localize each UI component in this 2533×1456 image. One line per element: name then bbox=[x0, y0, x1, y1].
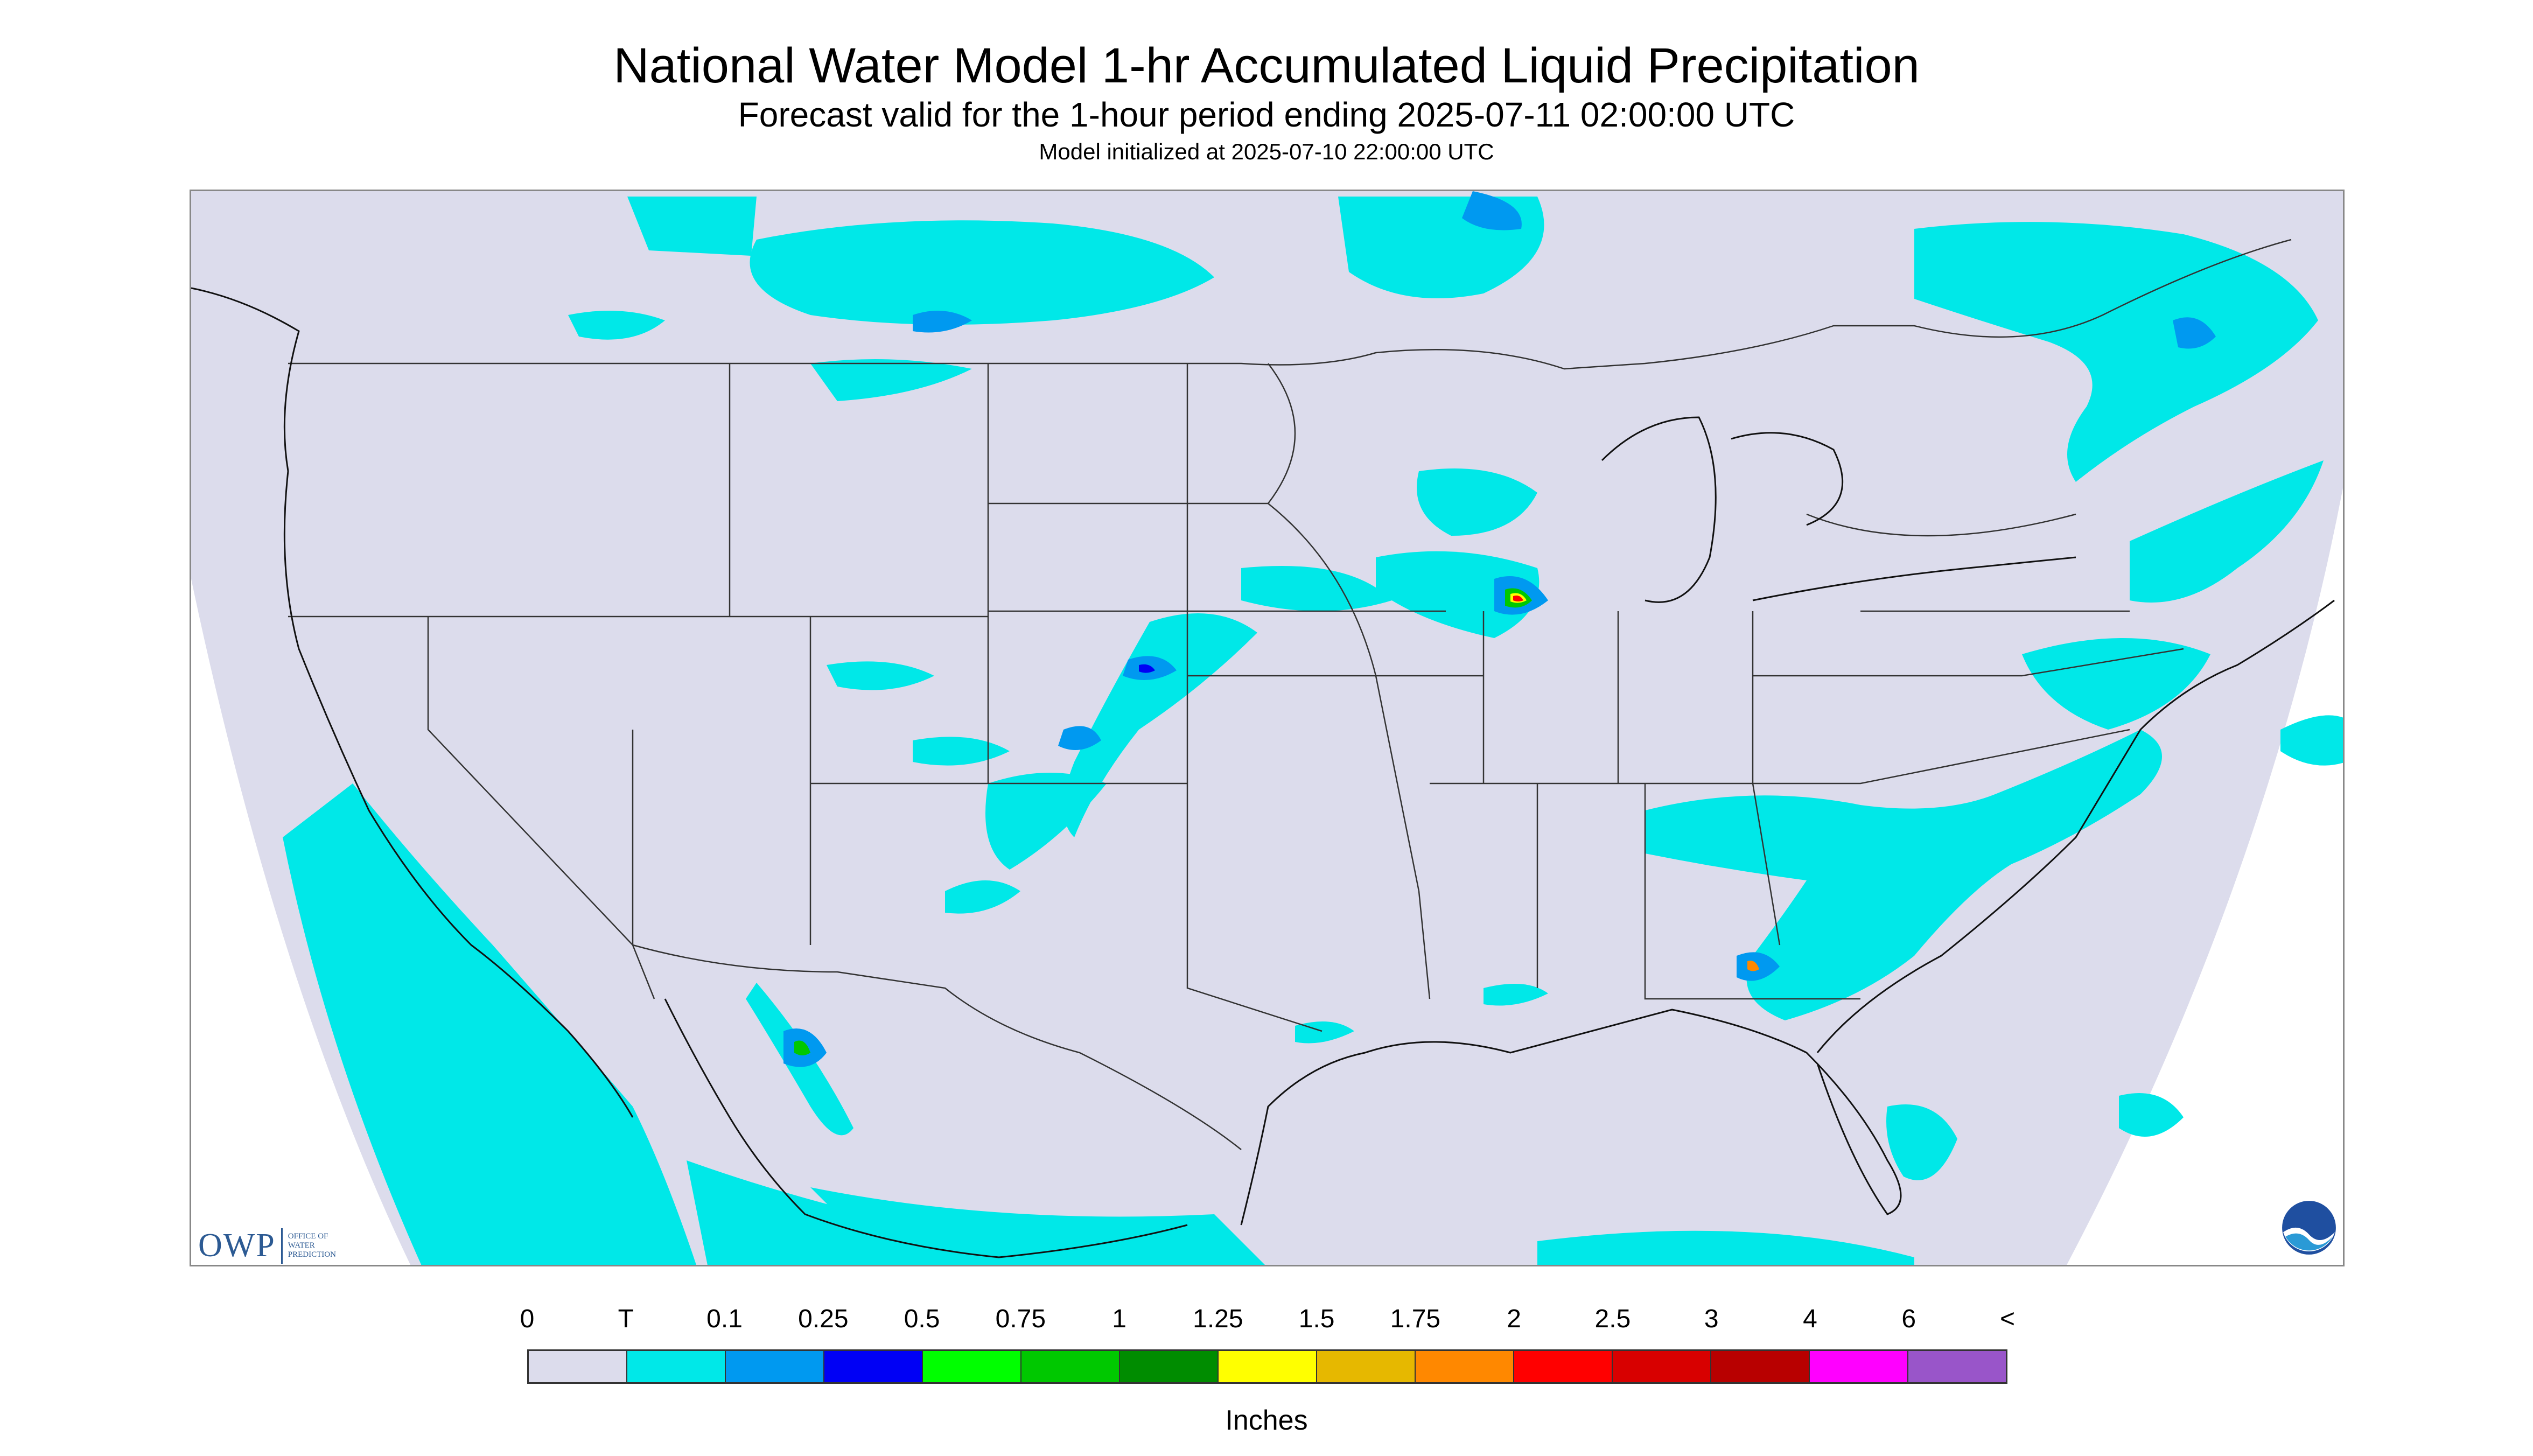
colorbar-swatch bbox=[1317, 1351, 1416, 1382]
colorbar-swatch bbox=[1711, 1351, 1810, 1382]
legend-units-label: Inches bbox=[1225, 1405, 1308, 1436]
owp-logo-line: PREDICTION bbox=[288, 1250, 336, 1259]
colorbar-swatch bbox=[1219, 1351, 1317, 1382]
colorbar-swatch bbox=[923, 1351, 1021, 1382]
owp-logo-mark: OWP bbox=[198, 1227, 276, 1264]
colorbar-swatch bbox=[1021, 1351, 1120, 1382]
colorbar-swatch bbox=[529, 1351, 627, 1382]
colorbar-swatch bbox=[1908, 1351, 2006, 1382]
legend-tick-label: < bbox=[1999, 1305, 2016, 1333]
precip-heavy-cores bbox=[794, 588, 1759, 1055]
owp-logo: OWP OFFICE OF WATER PREDICTION bbox=[198, 1227, 336, 1265]
political-boundaries bbox=[288, 239, 2292, 1150]
legend-tick-label: 0.25 bbox=[798, 1305, 849, 1333]
coastlines bbox=[191, 287, 2335, 1258]
legend-tick-label: 2.5 bbox=[1594, 1305, 1631, 1333]
map-title: National Water Model 1-hr Accumulated Li… bbox=[613, 38, 1920, 93]
legend-tick-label: 4 bbox=[1803, 1305, 1817, 1333]
colorbar-swatch bbox=[627, 1351, 726, 1382]
colorbar-swatch bbox=[1613, 1351, 1711, 1382]
map-subtitle: Forecast valid for the 1-hour period end… bbox=[738, 95, 1795, 134]
legend-tick-label: 1.5 bbox=[1298, 1305, 1335, 1333]
noaa-logo-icon bbox=[2282, 1201, 2336, 1255]
colorbar-swatch bbox=[1120, 1351, 1219, 1382]
model-init-time: Model initialized at 2025-07-10 22:00:00… bbox=[1039, 139, 1494, 164]
legend-tick-label: 1.75 bbox=[1390, 1305, 1441, 1333]
colorbar-swatch bbox=[1514, 1351, 1613, 1382]
colorbar-swatch bbox=[1810, 1351, 1908, 1382]
map-canvas bbox=[191, 191, 2343, 1265]
legend-tick-label: T bbox=[618, 1305, 634, 1333]
legend-tick-label: 0.1 bbox=[706, 1305, 743, 1333]
legend-tick-label: 0.5 bbox=[904, 1305, 940, 1333]
legend-tick-label: 2 bbox=[1507, 1305, 1522, 1333]
colorbar-swatch bbox=[726, 1351, 824, 1382]
owp-logo-line: OFFICE OF bbox=[288, 1232, 328, 1241]
legend-tick-label: 0.75 bbox=[995, 1305, 1046, 1333]
colorbar-swatch bbox=[1416, 1351, 1514, 1382]
precipitation-map bbox=[190, 190, 2345, 1266]
colorbar-swatch bbox=[824, 1351, 923, 1382]
legend-tick-label: 0 bbox=[520, 1305, 535, 1333]
legend-tick-label: 1.25 bbox=[1193, 1305, 1243, 1333]
precipitation-colorbar bbox=[527, 1349, 2007, 1384]
legend-tick-label: 6 bbox=[1901, 1305, 1916, 1333]
owp-logo-line: WATER bbox=[288, 1241, 315, 1250]
owp-logo-divider bbox=[281, 1228, 283, 1264]
legend-tick-label: 3 bbox=[1704, 1305, 1719, 1333]
precip-trace-areas bbox=[283, 197, 2343, 1265]
legend-tick-label: 1 bbox=[1112, 1305, 1126, 1333]
owp-logo-text: OFFICE OF WATER PREDICTION bbox=[288, 1232, 336, 1259]
legend-tick-labels: 0 T 0.1 0.25 0.5 0.75 1 1.25 1.5 1.75 2 2.5 3 4 6 < bbox=[0, 1304, 2533, 1336]
